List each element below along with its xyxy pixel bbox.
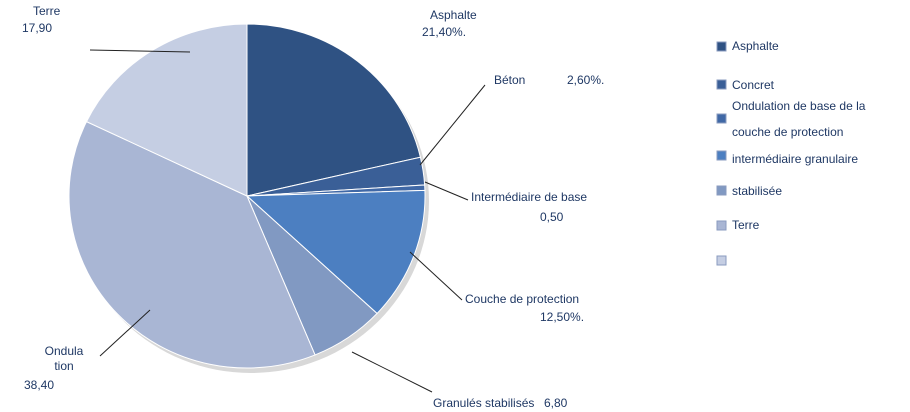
legend-swatch	[716, 255, 727, 266]
data-label-name: Asphalte	[430, 8, 477, 22]
data-label-name: Intermédiaire de base	[471, 190, 588, 204]
data-label-value: 2,60%.	[567, 73, 605, 87]
legend-label: Asphalte	[732, 39, 779, 53]
data-label-value: 21,40%.	[422, 25, 467, 39]
pie-slice	[246, 23, 422, 197]
legend-swatch	[716, 41, 727, 52]
data-label-value: 17,90	[22, 21, 53, 35]
legend-swatch	[716, 150, 727, 161]
leader-line	[89, 49, 191, 53]
data-label-value: 38,40	[24, 378, 55, 392]
pie-slice	[85, 23, 248, 197]
legend-label: Ondulation de base de la	[732, 99, 866, 113]
legend-swatch	[716, 79, 727, 90]
legend-label: intermédiaire granulaire	[732, 152, 859, 166]
leader-line	[99, 309, 151, 357]
legend-label: stabilisée	[732, 184, 783, 198]
leader-line	[419, 84, 486, 166]
legend-swatch	[716, 185, 727, 196]
data-label-value: 12,50%.	[540, 310, 585, 324]
data-label-name: Béton	[494, 73, 526, 87]
leader-line	[424, 181, 469, 201]
legend-swatch	[716, 220, 727, 231]
data-label-name: Terre	[33, 4, 61, 18]
legend-label: couche de protection	[732, 125, 844, 139]
pie-slice	[68, 120, 316, 369]
legend-label: Terre	[732, 218, 760, 232]
data-label-value: 6,80	[544, 396, 568, 410]
legend-swatch	[716, 113, 727, 124]
data-label-name: Granulés stabilisés	[433, 396, 535, 410]
legend-label: Concret	[732, 78, 775, 92]
leader-line	[351, 351, 433, 393]
pie-slice	[245, 189, 426, 315]
data-label-name: Couche de protection	[465, 292, 580, 306]
data-label-value: 0,50	[540, 210, 564, 224]
data-label-name: Ondula tion	[44, 344, 84, 373]
leader-line	[409, 251, 463, 301]
